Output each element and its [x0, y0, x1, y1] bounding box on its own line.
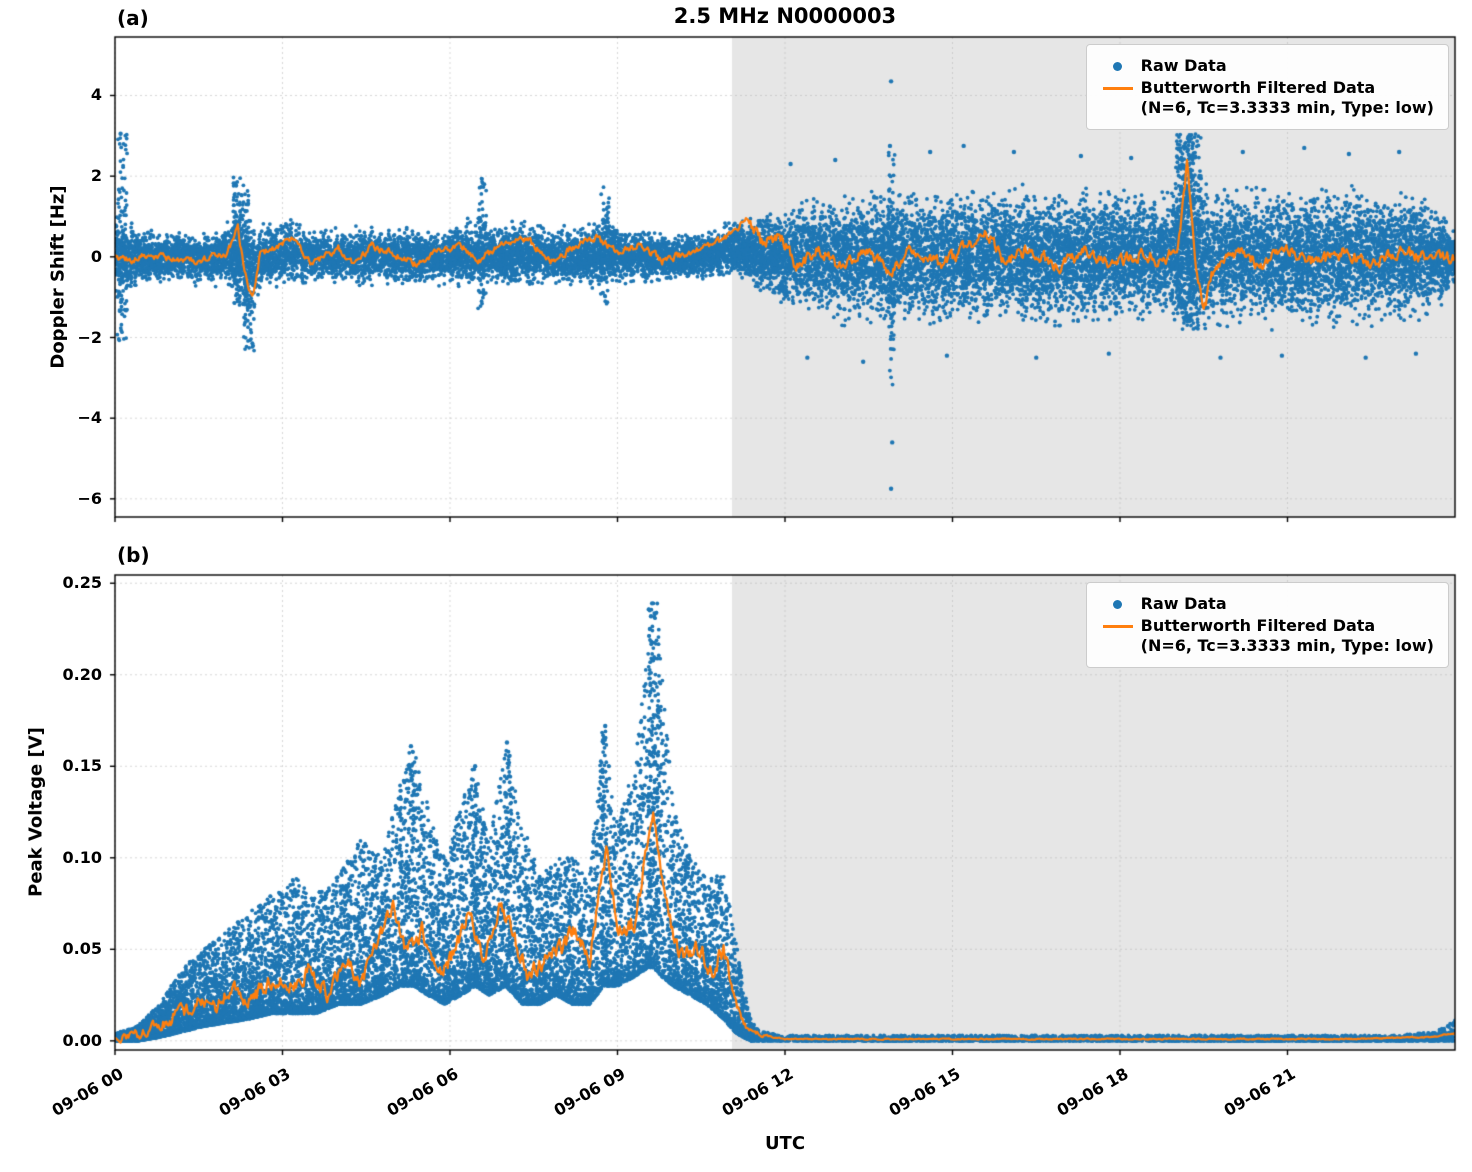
panel-b-legend: Raw Data Butterworth Filtered Data (N=6,… [1085, 582, 1449, 668]
filtered-line-marker-icon [1102, 624, 1133, 628]
legend-raw-label: Raw Data [1140, 594, 1227, 613]
legend-raw-label: Raw Data [1140, 56, 1227, 75]
chart-title: 2.5 MHz N0000003 [673, 4, 897, 28]
legend-entry-raw: Raw Data [1095, 594, 1434, 614]
legend-filtered-label-line2: (N=6, Tc=3.3333 min, Type: low) [1140, 98, 1434, 117]
legend-filtered-label-line2: (N=6, Tc=3.3333 min, Type: low) [1140, 636, 1434, 655]
raw-data-marker-icon [1113, 61, 1123, 71]
legend-entry-filtered: Butterworth Filtered Data (N=6, Tc=3.333… [1095, 616, 1434, 656]
legend-filtered-label-line1: Butterworth Filtered Data [1140, 616, 1376, 635]
legend-entry-filtered: Butterworth Filtered Data (N=6, Tc=3.333… [1095, 78, 1434, 118]
raw-data-marker-icon [1113, 599, 1123, 609]
filtered-line-marker-icon [1102, 86, 1133, 90]
panel-b-label: (b) [117, 543, 150, 567]
legend-filtered-label-line1: Butterworth Filtered Data [1140, 78, 1376, 97]
panel-b-y-axis-label: Peak Voltage [V] [25, 727, 47, 897]
x-axis-label: UTC [764, 1133, 806, 1154]
panel-a-legend: Raw Data Butterworth Filtered Data (N=6,… [1085, 44, 1449, 130]
panel-a-label: (a) [117, 6, 149, 30]
panel-a-y-axis-label: Doppler Shift [Hz] [47, 185, 69, 369]
legend-entry-raw: Raw Data [1095, 56, 1434, 76]
